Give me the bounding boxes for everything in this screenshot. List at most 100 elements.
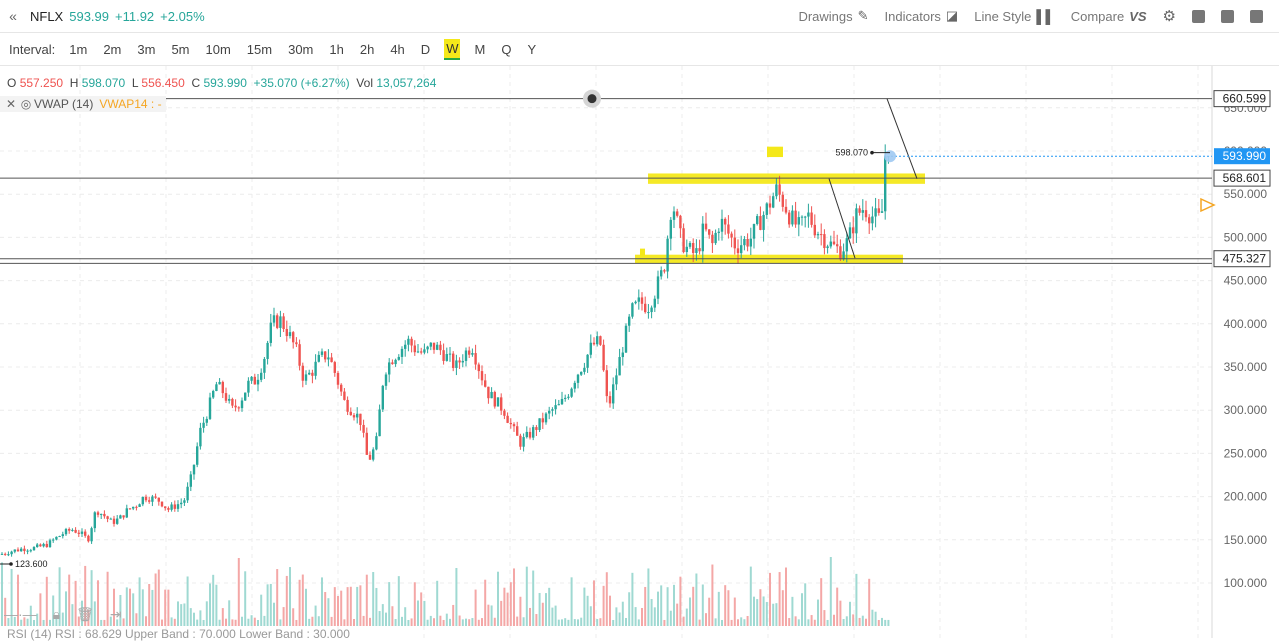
export-icon[interactable]: ⇥ bbox=[109, 605, 122, 622]
volume-bar bbox=[87, 609, 90, 626]
candle-body bbox=[269, 322, 272, 343]
candle-body bbox=[192, 464, 196, 475]
lock-icon[interactable]: 🔒︎ bbox=[52, 605, 61, 622]
volume-bar bbox=[634, 607, 637, 626]
candle-body bbox=[461, 360, 464, 363]
candle-body bbox=[128, 508, 132, 510]
candle-body bbox=[458, 360, 461, 363]
line-tool-icon[interactable]: —·— bbox=[4, 606, 37, 622]
interval-15m[interactable]: 15m bbox=[246, 41, 273, 57]
volume-bar bbox=[746, 615, 749, 626]
candle-body bbox=[884, 156, 887, 212]
interval-1m[interactable]: 1m bbox=[69, 41, 88, 57]
volume-bar bbox=[125, 587, 128, 626]
candle-body bbox=[836, 244, 839, 247]
popout-icon[interactable] bbox=[1250, 9, 1263, 23]
snapshot-icon[interactable] bbox=[1221, 9, 1234, 23]
volume-bar bbox=[788, 618, 791, 626]
volume-bar bbox=[317, 616, 320, 626]
volume-bar bbox=[519, 596, 522, 626]
interval-W[interactable]: W bbox=[444, 38, 461, 60]
candle-body bbox=[615, 375, 618, 385]
volume-bar bbox=[887, 619, 890, 626]
volume-bar bbox=[743, 619, 746, 626]
candle-body bbox=[471, 353, 474, 355]
interval-1h[interactable]: 1h bbox=[329, 41, 344, 57]
candle-body bbox=[122, 515, 125, 518]
volume-bar bbox=[33, 619, 35, 626]
volume-bar bbox=[161, 619, 163, 626]
volume-bar bbox=[340, 590, 343, 626]
candle-body bbox=[877, 208, 880, 213]
candle-body bbox=[7, 554, 10, 556]
volume-bar bbox=[509, 582, 512, 626]
candle-body bbox=[682, 228, 685, 253]
interval-2h[interactable]: 2h bbox=[359, 41, 375, 57]
candle-body bbox=[698, 248, 701, 252]
bar-change: +35.070 (+6.27%) bbox=[253, 76, 350, 90]
price-chart[interactable]: 100.000 150.000 200.000 250.000 300.000 350.0… bbox=[0, 66, 1279, 638]
fullscreen-icon[interactable] bbox=[1192, 9, 1205, 23]
candle-body bbox=[855, 208, 858, 234]
y-tick-label: 200.000 bbox=[1224, 490, 1268, 504]
volume-bar bbox=[324, 592, 327, 626]
volume-bar bbox=[119, 594, 122, 626]
candle-body bbox=[208, 397, 212, 419]
volume-bar bbox=[628, 592, 631, 626]
volume-bar bbox=[148, 584, 151, 626]
interval-3m[interactable]: 3m bbox=[137, 41, 156, 57]
candle-body bbox=[199, 427, 202, 447]
candle-body bbox=[180, 502, 183, 505]
indicators-button[interactable]: Indicators ◪ bbox=[885, 8, 959, 24]
candle-body bbox=[554, 405, 557, 410]
volume-bar bbox=[740, 617, 743, 626]
candle-body bbox=[804, 216, 807, 218]
volume-bar bbox=[855, 573, 858, 626]
y-tick-label: 100.000 bbox=[1224, 576, 1268, 590]
candle-body bbox=[84, 531, 87, 536]
interval-5m[interactable]: 5m bbox=[171, 41, 190, 57]
remove-study-icon[interactable]: ✕ bbox=[5, 97, 17, 111]
candle-body bbox=[532, 427, 535, 438]
interval-2m[interactable]: 2m bbox=[103, 41, 122, 57]
interval-Y[interactable]: Y bbox=[527, 41, 537, 57]
candle-body bbox=[548, 410, 551, 414]
candle-body bbox=[388, 362, 391, 375]
volume-bar bbox=[167, 589, 170, 626]
interval-D[interactable]: D bbox=[420, 41, 431, 57]
candle-body bbox=[55, 536, 58, 540]
symbol-name[interactable]: NFLX bbox=[30, 8, 64, 24]
interval-4h[interactable]: 4h bbox=[390, 41, 405, 57]
volume-bar bbox=[621, 601, 624, 626]
candle-body bbox=[631, 303, 634, 317]
interval-10m[interactable]: 10m bbox=[205, 41, 231, 57]
candle-body bbox=[736, 248, 740, 254]
candle-body bbox=[109, 518, 112, 520]
compare-button[interactable]: Compare VS bbox=[1071, 9, 1147, 24]
price-change: +11.92 bbox=[115, 8, 155, 24]
drawings-button[interactable]: Drawings ✎ bbox=[798, 8, 868, 24]
annotation-high: 598.070 bbox=[835, 148, 868, 158]
candle-body bbox=[314, 361, 317, 376]
volume-bar bbox=[669, 610, 672, 626]
y-tick-label: 450.000 bbox=[1224, 274, 1268, 288]
trash-icon[interactable]: 🗑︎ bbox=[76, 605, 94, 622]
volume-bar bbox=[551, 607, 554, 626]
volume-bar bbox=[282, 607, 285, 626]
interval-M[interactable]: M bbox=[474, 41, 486, 57]
interval-Q[interactable]: Q bbox=[501, 41, 512, 57]
collapse-icon[interactable]: « bbox=[9, 8, 17, 24]
volume-bar bbox=[109, 616, 112, 626]
visibility-eye-icon[interactable]: ◎ bbox=[20, 97, 32, 111]
vwap-value: VWAP14 : - bbox=[99, 97, 162, 111]
candle-body bbox=[64, 529, 68, 535]
settings-gear-icon[interactable]: ⚙ bbox=[1162, 8, 1176, 25]
candle-body bbox=[410, 338, 413, 346]
candle-body bbox=[144, 496, 148, 501]
candle-body bbox=[672, 211, 676, 220]
volume-bar bbox=[189, 608, 192, 626]
interval-30m[interactable]: 30m bbox=[288, 41, 314, 57]
candle-body bbox=[816, 234, 820, 236]
volume-bar bbox=[458, 615, 461, 626]
line-style-button[interactable]: Line Style ▌▌ bbox=[974, 9, 1055, 24]
